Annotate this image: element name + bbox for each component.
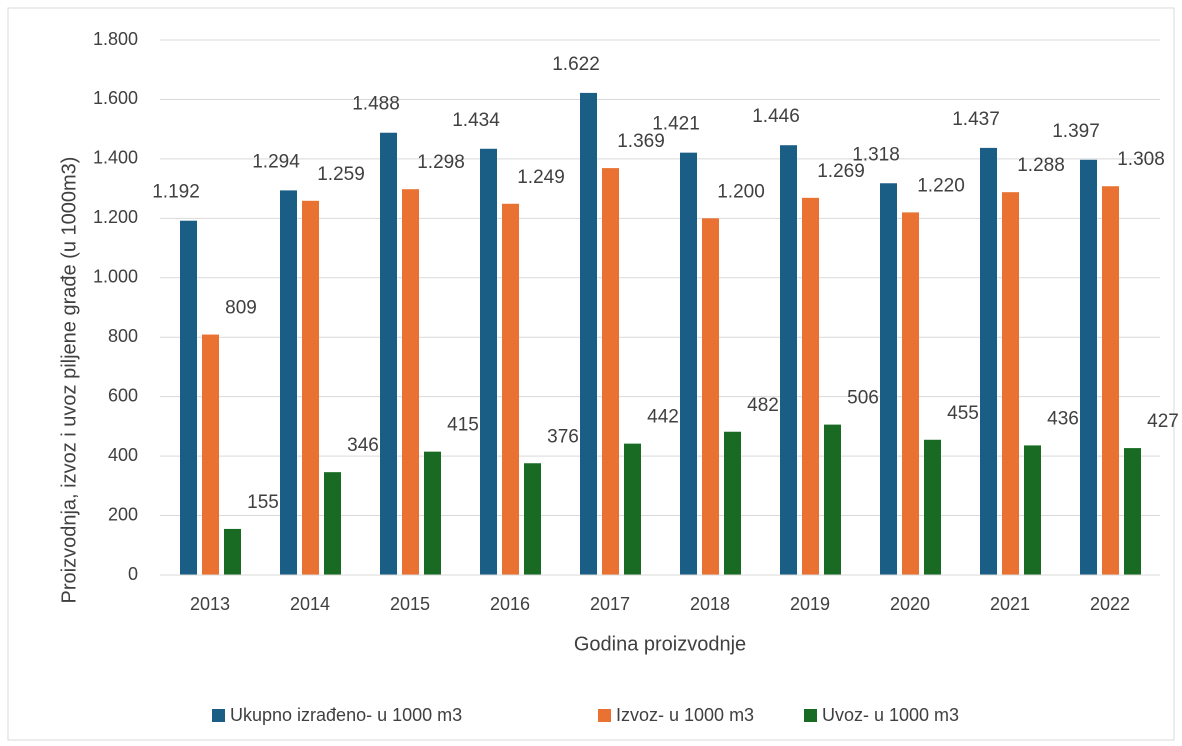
y-tick-label: 400 [108,445,138,465]
legend-swatch [598,709,611,722]
data-label: 482 [747,395,779,416]
bar [224,528,241,575]
x-tick-label: 2019 [790,594,830,614]
bar [824,424,841,575]
x-tick-label: 2018 [690,594,730,614]
bar [902,212,919,575]
y-tick-label: 1.000 [93,267,138,287]
bar [802,197,819,575]
legend-swatch [804,709,817,722]
x-tick-label: 2016 [490,594,530,614]
x-axis-title: Godina proizvodnje [574,633,746,655]
data-label: 1.269 [817,161,865,182]
data-label: 1.192 [152,182,200,203]
data-label: 809 [225,298,257,319]
bar [180,220,197,575]
x-tick-label: 2015 [390,594,430,614]
y-tick-label: 0 [128,564,138,584]
data-label: 346 [347,435,379,456]
data-label: 1.397 [1052,121,1100,142]
data-label: 1.288 [1017,155,1065,176]
y-tick-label: 1.400 [93,148,138,168]
bar [980,147,997,575]
legend-label: Izvoz- u 1000 m3 [616,705,754,725]
bar [1124,448,1141,575]
bar [324,472,341,575]
y-tick-label: 200 [108,504,138,524]
bar [402,189,419,575]
x-tick-label: 2017 [590,594,630,614]
y-tick-label: 800 [108,326,138,346]
data-label: 1.249 [517,167,565,188]
legend-swatch [212,709,225,722]
bar [1002,192,1019,575]
data-label: 1.200 [717,181,765,202]
x-tick-label: 2022 [1090,594,1130,614]
data-label: 155 [247,492,279,513]
data-label: 1.318 [852,144,900,165]
data-label: 1.220 [917,175,965,196]
data-label: 1.308 [1117,149,1165,170]
bar [1080,159,1097,575]
bar [202,334,219,575]
data-label: 1.434 [452,110,500,131]
y-axis-title: Proizvodnja, izvoz i uvoz piljene građe … [58,157,80,604]
data-label: 1.294 [252,151,300,172]
bar [302,200,319,575]
bar [1102,186,1119,575]
bar [924,439,941,575]
data-label: 506 [847,388,879,409]
data-label: 436 [1047,408,1079,429]
bar [680,152,697,575]
bar [502,203,519,575]
y-tick-label: 1.600 [93,88,138,108]
y-tick-label: 600 [108,385,138,405]
data-label: 455 [947,403,979,424]
bar [602,168,619,575]
y-tick-label: 1.200 [93,207,138,227]
data-label: 1.421 [652,114,700,135]
data-label: 1.488 [352,94,400,115]
bar [724,431,741,575]
bar [880,183,897,575]
data-label: 1.622 [552,54,600,75]
x-tick-label: 2021 [990,594,1030,614]
data-label: 415 [447,415,479,436]
bar [780,145,797,575]
data-label: 1.369 [617,131,665,152]
data-label: 1.259 [317,164,365,185]
data-label: 1.437 [952,109,1000,130]
data-label: 427 [1147,411,1179,432]
bar [380,132,397,575]
data-label: 1.446 [752,106,800,127]
x-tick-label: 2014 [290,594,330,614]
bar [424,451,441,575]
data-label: 1.298 [417,152,465,173]
x-tick-label: 2020 [890,594,930,614]
bar [702,218,719,576]
bar [280,190,297,575]
data-label: 442 [647,407,679,428]
bar [524,463,541,575]
x-tick-label: 2013 [190,594,230,614]
y-tick-label: 1.800 [93,29,138,49]
bar [480,148,497,576]
bar [580,92,597,576]
data-label: 376 [547,426,579,447]
legend-label: Ukupno izrađeno- u 1000 m3 [230,705,462,725]
legend-label: Uvoz- u 1000 m3 [822,705,959,725]
bar [624,443,641,575]
bar [1024,445,1041,575]
